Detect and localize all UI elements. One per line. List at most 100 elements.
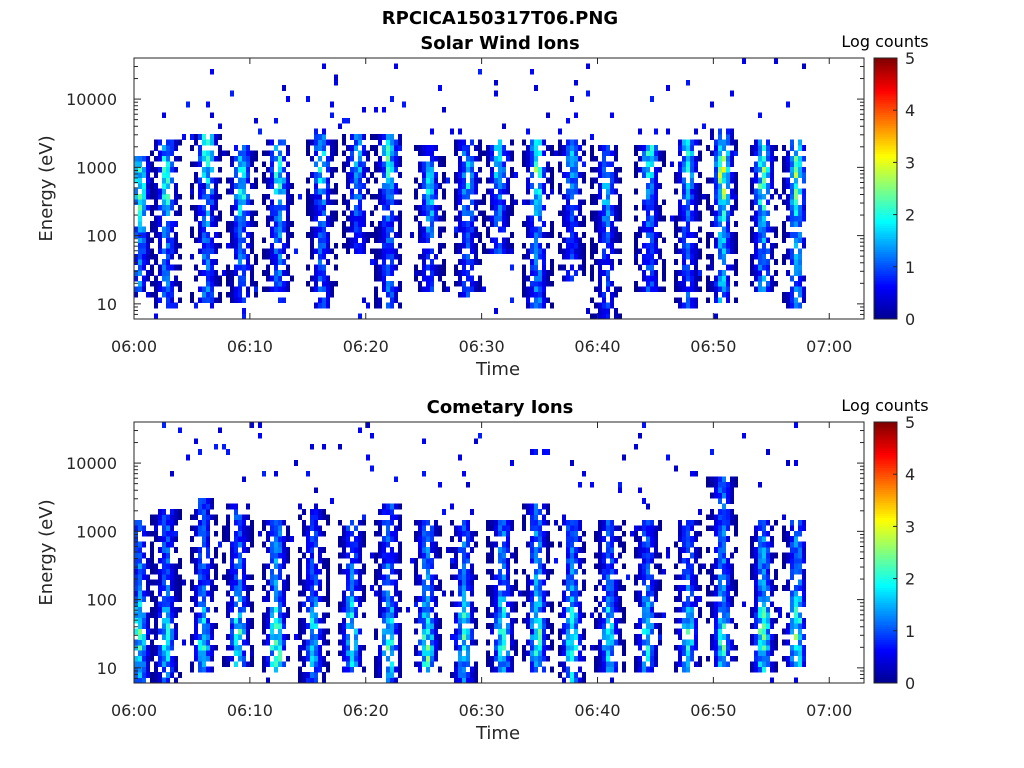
spectrogram-cell <box>686 79 690 86</box>
spectrogram-cell <box>146 666 150 673</box>
spectrogram-cell <box>238 585 242 591</box>
spectrogram-cell <box>594 286 598 293</box>
spectrogram-cell <box>198 530 202 537</box>
spectrogram-cell <box>762 166 766 173</box>
y-axis-label: Energy (eV) <box>36 135 57 241</box>
spectrogram-cell <box>606 286 610 293</box>
spectrogram-cell <box>634 237 638 244</box>
spectrogram-cell <box>150 166 154 173</box>
spectrogram-cell <box>382 188 386 195</box>
spectrogram-cell <box>638 432 642 439</box>
spectrogram-cell <box>686 297 690 304</box>
spectrogram-cell <box>654 193 658 200</box>
spectrogram-cell <box>606 590 610 597</box>
spectrogram-cell <box>718 232 722 238</box>
spectrogram-cell <box>474 188 478 195</box>
spectrogram-cell <box>530 606 534 613</box>
spectrogram-cell <box>718 221 722 227</box>
spectrogram-cell <box>542 530 546 537</box>
spectrogram-cell <box>158 612 162 619</box>
spectrogram-cell <box>198 204 202 211</box>
spectrogram-cell <box>158 628 162 635</box>
spectrogram-cell <box>550 666 554 673</box>
spectrogram-cell <box>274 547 278 553</box>
spectrogram-cell <box>206 248 210 255</box>
spectrogram-cell <box>390 503 394 510</box>
spectrogram-cell <box>146 177 150 184</box>
spectrogram-cell <box>538 275 542 282</box>
spectrogram-cell <box>638 655 642 662</box>
spectrogram-cell <box>494 666 498 673</box>
spectrogram-cell <box>438 547 442 553</box>
spectrogram-cell <box>154 183 158 189</box>
spectrogram-cell <box>170 204 174 211</box>
spectrogram-cell <box>346 155 350 162</box>
spectrogram-cell <box>190 291 194 298</box>
spectrogram-cell <box>426 253 430 260</box>
spectrogram-cell <box>282 270 286 276</box>
spectrogram-cell <box>570 221 574 227</box>
spectrogram-cell <box>798 155 802 162</box>
spectrogram-cell <box>330 145 334 151</box>
spectrogram-cell <box>490 188 494 195</box>
spectrogram-cell <box>782 226 786 233</box>
spectrogram-cell <box>582 612 586 619</box>
spectrogram-cell <box>622 650 626 657</box>
spectrogram-cell <box>298 634 302 640</box>
spectrogram-cell <box>170 585 174 591</box>
spectrogram-cell <box>282 601 286 608</box>
spectrogram-cell <box>202 193 206 200</box>
spectrogram-cell <box>190 183 194 189</box>
spectrogram-cell <box>430 280 434 287</box>
spectrogram-cell <box>534 585 538 591</box>
spectrogram-cell <box>330 498 334 504</box>
spectrogram-cell <box>654 155 658 162</box>
spectrogram-cell <box>778 193 782 200</box>
spectrogram-cell <box>426 628 430 635</box>
spectrogram-cell <box>458 215 462 222</box>
spectrogram-cell <box>234 541 238 548</box>
spectrogram-cell <box>374 574 378 581</box>
spectrogram-cell <box>222 525 226 532</box>
spectrogram-cell <box>278 232 282 238</box>
spectrogram-cell <box>638 617 642 624</box>
spectrogram-cell <box>578 481 582 488</box>
spectrogram-cell <box>462 585 466 591</box>
spectrogram-cell <box>274 145 278 151</box>
colorbar-segment <box>874 101 897 105</box>
spectrogram-cell <box>190 161 194 168</box>
spectrogram-cell <box>462 237 466 244</box>
spectrogram-cell <box>574 655 578 662</box>
spectrogram-cell <box>154 275 158 282</box>
spectrogram-cell <box>298 193 302 200</box>
spectrogram-cell <box>162 248 166 255</box>
spectrogram-cell <box>474 145 478 151</box>
spectrogram-cell <box>390 226 394 233</box>
spectrogram-cell <box>194 161 198 168</box>
spectrogram-cell <box>166 253 170 260</box>
spectrogram-cell <box>462 519 466 526</box>
spectrogram-cell <box>390 161 394 168</box>
spectrogram-cell <box>346 623 350 630</box>
spectrogram-cell <box>538 634 542 640</box>
spectrogram-cell <box>458 672 462 678</box>
spectrogram-cell <box>350 177 354 184</box>
spectrogram-cell <box>250 519 254 526</box>
spectrogram-cell <box>414 650 418 657</box>
spectrogram-cell <box>654 248 658 255</box>
spectrogram-cell <box>498 596 502 602</box>
spectrogram-cell <box>142 237 146 244</box>
spectrogram-cell <box>154 172 158 179</box>
spectrogram-cell <box>610 563 614 570</box>
spectrogram-cell <box>298 579 302 586</box>
spectrogram-cell <box>638 248 642 255</box>
spectrogram-cell <box>430 617 434 624</box>
spectrogram-cell <box>578 253 582 260</box>
spectrogram-cell <box>342 634 346 640</box>
spectrogram-cell <box>506 612 510 619</box>
spectrogram-cell <box>718 139 722 146</box>
spectrogram-cell <box>638 644 642 651</box>
spectrogram-cell <box>462 606 466 613</box>
spectrogram-cell <box>158 270 162 276</box>
